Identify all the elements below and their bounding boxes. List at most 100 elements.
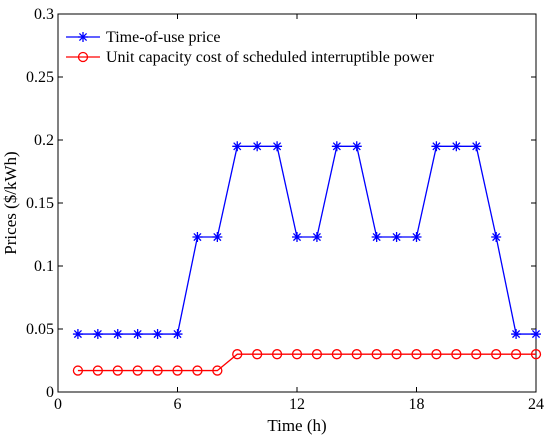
data-point bbox=[132, 365, 143, 376]
data-point bbox=[212, 232, 223, 243]
data-point bbox=[371, 232, 382, 243]
asterisk-shape bbox=[112, 329, 123, 340]
asterisk-shape bbox=[491, 232, 502, 243]
asterisk-shape bbox=[212, 232, 223, 243]
data-point bbox=[411, 349, 422, 360]
data-point bbox=[172, 329, 183, 340]
series-layer bbox=[72, 141, 542, 376]
asterisk-shape bbox=[411, 232, 422, 243]
data-point bbox=[411, 232, 422, 243]
legend-label: Time-of-use price bbox=[106, 29, 221, 46]
asterisk-shape bbox=[172, 329, 183, 340]
data-point bbox=[252, 141, 263, 152]
data-point bbox=[92, 329, 103, 340]
data-point bbox=[431, 349, 442, 360]
series-line bbox=[77, 353, 536, 372]
data-point bbox=[192, 365, 203, 376]
data-point bbox=[192, 232, 203, 243]
data-point bbox=[112, 365, 123, 376]
data-point bbox=[451, 349, 462, 360]
data-point bbox=[351, 141, 362, 152]
data-point bbox=[152, 365, 163, 376]
data-point bbox=[491, 349, 502, 360]
data-point bbox=[212, 365, 223, 376]
asterisk-shape bbox=[371, 232, 382, 243]
data-point bbox=[132, 329, 143, 340]
data-point bbox=[291, 349, 303, 360]
asterisk-shape bbox=[391, 232, 402, 243]
data-point bbox=[292, 232, 302, 243]
asterisk-shape bbox=[272, 141, 283, 152]
data-point bbox=[351, 349, 362, 360]
asterisk-shape bbox=[531, 329, 541, 340]
data-point bbox=[510, 349, 522, 360]
plot-frame bbox=[57, 13, 537, 393]
asterisk-shape bbox=[232, 141, 243, 152]
data-point bbox=[72, 365, 84, 376]
data-point bbox=[371, 349, 382, 360]
data-point bbox=[152, 329, 163, 340]
data-point bbox=[431, 141, 442, 152]
data-point bbox=[271, 349, 283, 360]
y-tick-label: 0.1 bbox=[34, 258, 54, 275]
axis-ticks: 0 6 12 18 24 0 0.05 0.1 0.15 0.2 0.25 0.3 bbox=[26, 6, 544, 413]
series-time-of-use-price bbox=[72, 141, 541, 340]
data-point bbox=[471, 141, 482, 152]
data-point bbox=[112, 329, 123, 340]
data-point bbox=[391, 349, 402, 360]
asterisk-shape bbox=[351, 141, 362, 152]
y-tick-label: 0.25 bbox=[26, 69, 54, 86]
asterisk-shape bbox=[471, 141, 482, 152]
data-point bbox=[72, 329, 83, 340]
x-tick-label: 24 bbox=[528, 396, 544, 413]
asterisk-shape bbox=[132, 329, 143, 340]
legend-marker bbox=[77, 51, 89, 63]
asterisk-shape bbox=[192, 232, 203, 243]
asterisk-shape bbox=[451, 141, 462, 152]
y-tick-label: 0 bbox=[46, 384, 54, 401]
data-point bbox=[530, 349, 542, 360]
data-point bbox=[232, 141, 243, 152]
data-point bbox=[511, 329, 522, 340]
asterisk-shape bbox=[431, 141, 442, 152]
x-tick-label: 18 bbox=[409, 396, 425, 413]
data-point bbox=[172, 365, 183, 376]
data-point bbox=[451, 141, 462, 152]
x-tick-label: 12 bbox=[289, 396, 305, 413]
series-unit-capacity-cost bbox=[72, 349, 542, 376]
y-tick-label: 0.15 bbox=[26, 195, 54, 212]
asterisk-shape bbox=[152, 329, 163, 340]
asterisk-shape bbox=[72, 329, 83, 340]
asterisk-shape bbox=[511, 329, 522, 340]
plot-area-border bbox=[57, 13, 537, 393]
y-tick-label: 0.05 bbox=[26, 321, 54, 338]
legend-marker bbox=[78, 32, 88, 42]
y-tick-label: 0.3 bbox=[34, 6, 54, 23]
legend: Time-of-use price Unit capacity cost of s… bbox=[66, 29, 435, 66]
data-point bbox=[311, 349, 323, 360]
data-point bbox=[232, 349, 243, 360]
data-point bbox=[272, 141, 283, 152]
asterisk-shape bbox=[92, 329, 103, 340]
data-point bbox=[252, 349, 263, 360]
data-point bbox=[331, 141, 342, 152]
legend-label: Unit capacity cost of scheduled interrup… bbox=[106, 49, 435, 66]
data-point bbox=[391, 232, 402, 243]
y-axis-label: Prices ($/kWh) bbox=[1, 151, 20, 254]
data-point bbox=[331, 349, 342, 360]
asterisk-shape bbox=[252, 141, 263, 152]
asterisk-shape bbox=[78, 32, 88, 42]
data-point bbox=[92, 365, 103, 376]
asterisk-shape bbox=[311, 232, 322, 243]
y-tick-label: 0.2 bbox=[34, 132, 54, 149]
data-point bbox=[471, 349, 482, 360]
x-tick-label: 6 bbox=[174, 396, 182, 413]
asterisk-shape bbox=[292, 232, 302, 243]
x-axis-label: Time (h) bbox=[267, 416, 326, 435]
data-point bbox=[531, 329, 541, 340]
data-point bbox=[311, 232, 322, 243]
x-tick-label: 0 bbox=[54, 396, 62, 413]
asterisk-shape bbox=[331, 141, 342, 152]
data-point bbox=[491, 232, 502, 243]
